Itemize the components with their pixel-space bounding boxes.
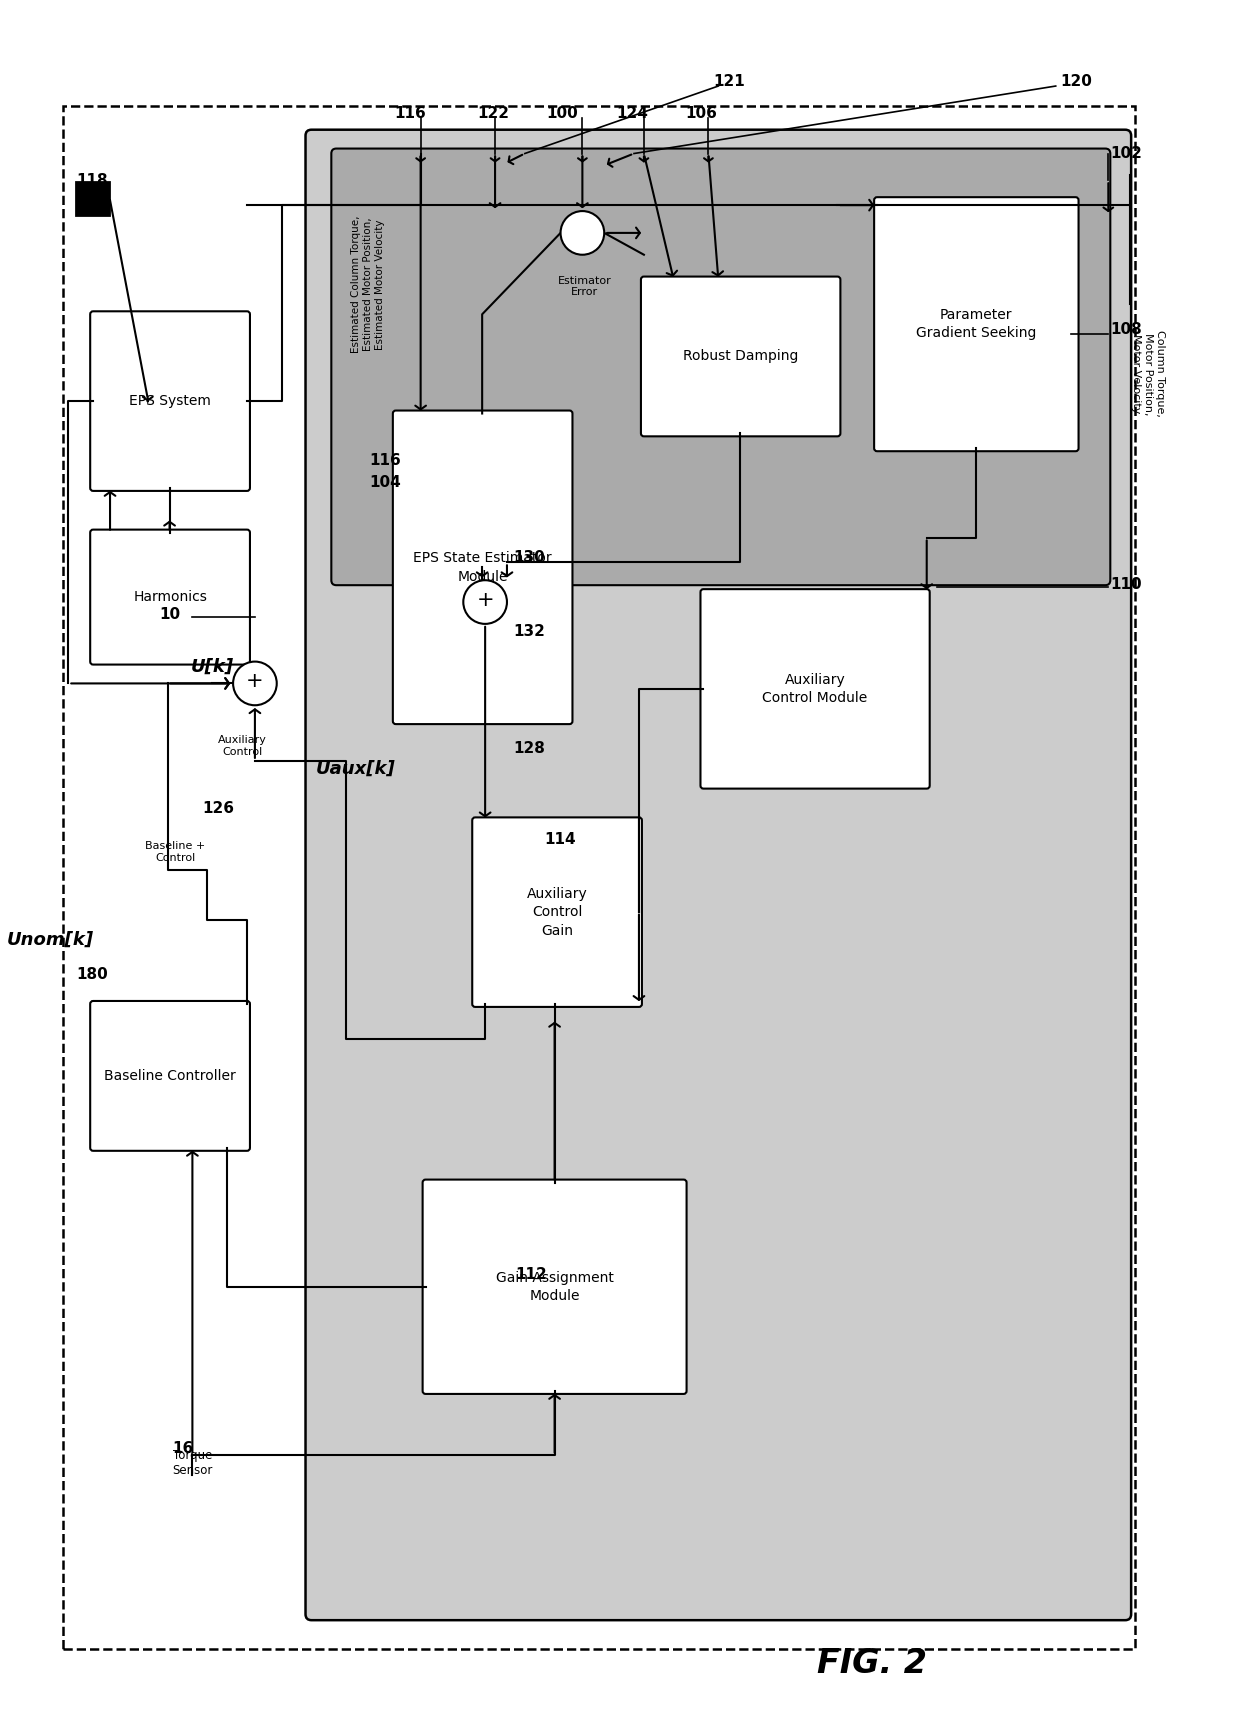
FancyBboxPatch shape bbox=[331, 149, 1110, 585]
Text: Baseline Controller: Baseline Controller bbox=[104, 1069, 236, 1083]
Text: 180: 180 bbox=[77, 966, 108, 982]
Text: 16: 16 bbox=[172, 1440, 193, 1456]
Text: 121: 121 bbox=[713, 75, 745, 88]
FancyBboxPatch shape bbox=[641, 276, 841, 435]
FancyBboxPatch shape bbox=[305, 130, 1131, 1620]
Text: Auxiliary
Control: Auxiliary Control bbox=[217, 736, 267, 756]
Circle shape bbox=[233, 661, 277, 704]
FancyBboxPatch shape bbox=[91, 311, 250, 491]
Bar bbox=[77, 182, 109, 215]
Text: +: + bbox=[476, 590, 494, 611]
Text: Auxiliary
Control
Gain: Auxiliary Control Gain bbox=[527, 887, 588, 937]
FancyBboxPatch shape bbox=[701, 590, 930, 789]
Text: 122: 122 bbox=[477, 106, 510, 121]
Text: Unom[k]: Unom[k] bbox=[7, 930, 94, 949]
Text: 124: 124 bbox=[616, 106, 649, 121]
Text: +: + bbox=[246, 671, 264, 692]
FancyBboxPatch shape bbox=[423, 1180, 687, 1393]
Text: 132: 132 bbox=[513, 625, 544, 638]
Text: 106: 106 bbox=[686, 106, 718, 121]
Text: 114: 114 bbox=[544, 833, 577, 847]
FancyBboxPatch shape bbox=[874, 198, 1079, 451]
Text: 116: 116 bbox=[370, 453, 401, 468]
Text: 116: 116 bbox=[394, 106, 425, 121]
Text: Uaux[k]: Uaux[k] bbox=[316, 760, 396, 777]
FancyBboxPatch shape bbox=[91, 529, 250, 665]
Text: 102: 102 bbox=[1110, 146, 1142, 161]
Text: FIG. 2: FIG. 2 bbox=[817, 1647, 928, 1679]
Text: Robust Damping: Robust Damping bbox=[683, 349, 799, 363]
Text: Baseline +
Control: Baseline + Control bbox=[145, 841, 206, 862]
Text: Harmonics: Harmonics bbox=[133, 590, 207, 604]
Text: Estimator
Error: Estimator Error bbox=[558, 276, 611, 297]
Text: 130: 130 bbox=[513, 550, 544, 566]
Text: 104: 104 bbox=[370, 475, 401, 489]
Text: 110: 110 bbox=[1110, 578, 1142, 592]
Circle shape bbox=[560, 212, 604, 255]
Text: Gain Assignment
Module: Gain Assignment Module bbox=[496, 1270, 614, 1303]
Text: EPS State Estimator
Module: EPS State Estimator Module bbox=[413, 552, 552, 583]
FancyBboxPatch shape bbox=[91, 1001, 250, 1150]
Text: 128: 128 bbox=[513, 741, 544, 756]
Text: Estimated Column Torque,
Estimated Motor Position,
Estimated Motor Velocity: Estimated Column Torque, Estimated Motor… bbox=[351, 215, 384, 354]
Text: Torque
Sensor: Torque Sensor bbox=[172, 1449, 212, 1478]
Circle shape bbox=[464, 579, 507, 625]
Text: Auxiliary
Control Module: Auxiliary Control Module bbox=[763, 673, 868, 704]
Text: 126: 126 bbox=[202, 800, 234, 815]
Text: 118: 118 bbox=[77, 174, 108, 189]
Text: Parameter
Gradient Seeking: Parameter Gradient Seeking bbox=[916, 309, 1037, 340]
Text: EPS System: EPS System bbox=[129, 394, 211, 408]
Text: 108: 108 bbox=[1110, 323, 1142, 337]
Text: U[k]: U[k] bbox=[191, 658, 234, 675]
Text: 10: 10 bbox=[160, 607, 181, 623]
FancyBboxPatch shape bbox=[393, 411, 573, 723]
Text: 120: 120 bbox=[1060, 75, 1092, 88]
Bar bbox=[63, 106, 1135, 1648]
FancyBboxPatch shape bbox=[472, 817, 642, 1006]
Text: 112: 112 bbox=[515, 1267, 547, 1282]
Text: Column Torque,
Motor Position,
Motor Velocity: Column Torque, Motor Position, Motor Vel… bbox=[1131, 330, 1164, 416]
Text: 100: 100 bbox=[547, 106, 578, 121]
